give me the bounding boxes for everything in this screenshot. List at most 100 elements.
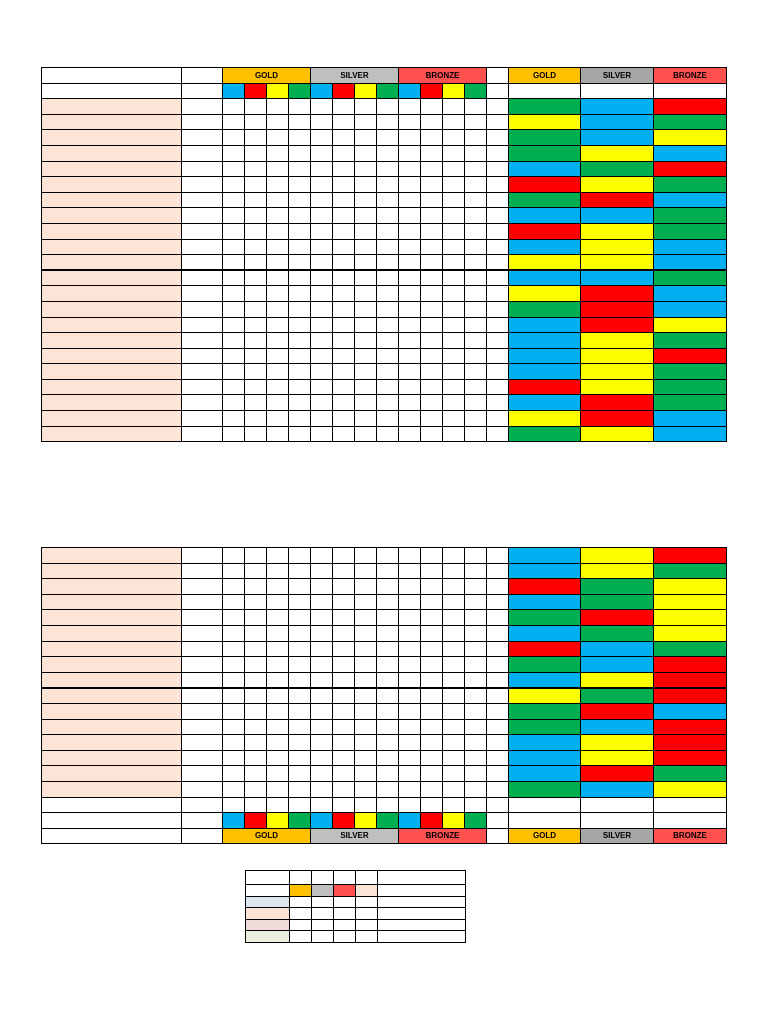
tally-cell xyxy=(222,176,245,193)
bronze-result-cell xyxy=(653,749,727,767)
tally-cell xyxy=(376,347,399,365)
data-row xyxy=(41,222,727,240)
tally-cell xyxy=(442,609,465,626)
tally-cell xyxy=(442,656,465,673)
tally-cell xyxy=(354,144,377,162)
tally-cell xyxy=(464,363,487,380)
gold-result-cell xyxy=(508,547,581,564)
tally-cell xyxy=(288,718,311,736)
tally-cell xyxy=(376,363,399,380)
tally-cell xyxy=(222,547,245,564)
silver-result-cell xyxy=(580,238,654,256)
tally-cell xyxy=(486,332,509,349)
tally-cell xyxy=(288,207,311,224)
gold-result-cell xyxy=(508,269,581,287)
tally-cell xyxy=(266,702,289,720)
tally-cell xyxy=(354,780,377,798)
tally-cell xyxy=(244,410,267,427)
tally-cell xyxy=(332,780,355,798)
bronze-result-cell xyxy=(653,254,727,271)
silver-result-cell xyxy=(580,562,654,580)
color-marker-cell xyxy=(398,82,421,100)
legend-category-swatch xyxy=(245,918,290,931)
tally-cell xyxy=(222,238,245,256)
tally-cell xyxy=(442,394,465,412)
silver-group-header: SILVER xyxy=(310,827,399,845)
tally-cell xyxy=(244,640,267,658)
bronze-result-cell xyxy=(653,718,727,736)
tally-cell xyxy=(244,363,267,380)
tally-cell xyxy=(420,425,443,443)
data-row xyxy=(41,394,727,412)
legend-cell xyxy=(355,870,378,885)
tally-cell xyxy=(420,98,443,115)
tally-cell xyxy=(486,129,509,146)
bronze-result-cell xyxy=(653,578,727,595)
gold-result-cell xyxy=(508,812,581,829)
tally-cell xyxy=(420,780,443,798)
tally-cell xyxy=(332,718,355,736)
bronze-column-header: BRONZE xyxy=(653,67,727,84)
tally-cell xyxy=(244,98,267,115)
legend-cell xyxy=(333,870,356,885)
data-row xyxy=(41,780,727,798)
data-row xyxy=(41,702,727,720)
tally-cell xyxy=(442,378,465,396)
tally-cell xyxy=(442,129,465,146)
bronze-result-cell xyxy=(653,609,727,626)
tally-cell xyxy=(442,113,465,131)
tally-cell xyxy=(354,410,377,427)
silver-result-cell xyxy=(580,191,654,209)
tally-cell xyxy=(222,562,245,580)
tally-cell xyxy=(376,593,399,611)
tally-cell xyxy=(310,671,333,689)
tally-cell xyxy=(464,562,487,580)
blank-cell xyxy=(653,796,727,814)
count-cell xyxy=(181,765,223,782)
tally-cell xyxy=(442,347,465,365)
tally-cell xyxy=(244,332,267,349)
tally-cell xyxy=(266,609,289,626)
bronze-result-cell xyxy=(653,363,727,380)
tally-cell xyxy=(398,207,421,224)
tally-cell xyxy=(266,593,289,611)
tally-cell xyxy=(332,316,355,334)
tally-cell xyxy=(222,129,245,146)
tally-cell xyxy=(266,378,289,396)
tally-cell xyxy=(222,300,245,318)
tally-cell xyxy=(354,718,377,736)
tally-cell xyxy=(310,285,333,302)
data-row xyxy=(41,656,727,673)
tally-cell xyxy=(288,300,311,318)
name-cell xyxy=(41,332,182,349)
gold-result-cell xyxy=(508,609,581,626)
silver-result-cell xyxy=(580,207,654,224)
tally-cell xyxy=(266,238,289,256)
tally-cell xyxy=(310,624,333,642)
gold-result-cell xyxy=(508,285,581,302)
tally-cell xyxy=(464,578,487,595)
data-row xyxy=(41,718,727,736)
tally-cell xyxy=(222,254,245,271)
tally-cell xyxy=(288,609,311,626)
tally-cell xyxy=(244,702,267,720)
tally-cell xyxy=(376,378,399,396)
tally-cell xyxy=(310,207,333,224)
bronze-result-cell xyxy=(653,394,727,412)
legend-header-row xyxy=(245,884,466,897)
tally-cell xyxy=(266,640,289,658)
bronze-result-cell xyxy=(653,425,727,443)
bronze-result-cell xyxy=(653,410,727,427)
gold-result-cell xyxy=(508,316,581,334)
tally-cell xyxy=(310,593,333,611)
legend-cell xyxy=(377,918,466,931)
tally-cell xyxy=(244,113,267,131)
legend-cell xyxy=(377,870,466,885)
gold-group-header: GOLD xyxy=(222,827,311,845)
color-marker-cell xyxy=(310,82,333,100)
color-marker-cell xyxy=(376,82,399,100)
tally-cell xyxy=(376,702,399,720)
name-cell xyxy=(41,718,182,736)
tally-cell xyxy=(464,238,487,256)
data-row xyxy=(41,562,727,580)
